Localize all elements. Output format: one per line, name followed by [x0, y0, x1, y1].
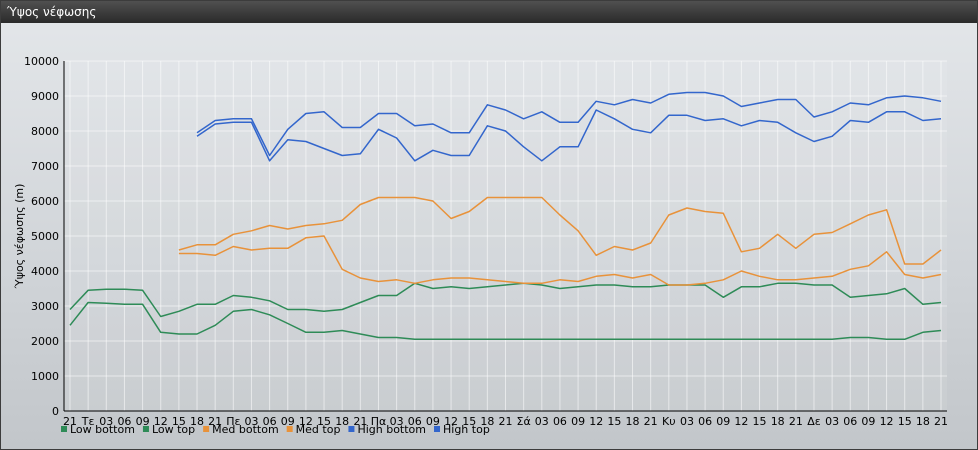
legend-label-med-bottom: Med bottom — [212, 423, 279, 436]
legend-swatch-high-bottom — [348, 426, 355, 432]
x-tick-label: 06 — [843, 415, 857, 428]
legend-swatch-med-top — [286, 426, 293, 432]
x-tick-label: 06 — [698, 415, 712, 428]
x-tick-label: 18 — [916, 415, 930, 428]
x-tick-label: 03 — [390, 415, 404, 428]
x-tick-label: 18 — [335, 415, 349, 428]
x-tick-label: 12 — [589, 415, 603, 428]
x-tick-label: 06 — [263, 415, 277, 428]
x-tick-label: 09 — [716, 415, 730, 428]
x-tick-label: 12 — [299, 415, 313, 428]
legend-label-high-top: High top — [443, 423, 490, 436]
x-tick-label: 15 — [462, 415, 476, 428]
x-tick-label: 15 — [607, 415, 621, 428]
y-tick-label: 7000 — [31, 160, 59, 173]
x-tick-label: 03 — [99, 415, 113, 428]
x-tick-label: 21 — [499, 415, 513, 428]
series-line-high-bottom — [196, 109, 942, 162]
legend-label-med-top: Med top — [296, 423, 341, 436]
x-tick-label: 21 — [789, 415, 803, 428]
x-tick-label: 06 — [117, 415, 131, 428]
series-line-low-top — [69, 282, 942, 318]
y-axis-label: Ύψος νέφωσης (m) — [13, 184, 26, 290]
x-tick-label: 09 — [281, 415, 295, 428]
x-tick-label: 12 — [734, 415, 748, 428]
cloud-height-chart: 21 Τε 03 06 09 12 15 18 21 Πε 03 06 09 12 15 18 21 Πα 03 06… — [13, 55, 948, 436]
legend-swatch-high-top — [434, 426, 440, 432]
x-tick-label: 21 — [208, 415, 222, 428]
y-tick-label: 10000 — [24, 55, 59, 68]
y-tick-label: 6000 — [31, 195, 59, 208]
legend-swatch-med-bottom — [203, 426, 210, 432]
x-tick-label: Τε — [81, 415, 95, 428]
title-bar: Ύψος νέφωσης — [1, 1, 977, 23]
series-line-low-bottom — [69, 301, 942, 341]
legend-label-low-top: Low top — [152, 423, 195, 436]
x-tick-label: Κυ — [662, 415, 676, 428]
x-tick-label: 15 — [172, 415, 186, 428]
x-tick-label: 15 — [753, 415, 767, 428]
legend-label-high-bottom: High bottom — [357, 423, 426, 436]
legend-swatch-low-bottom — [61, 426, 67, 432]
x-tick-label: 21 — [63, 415, 77, 428]
x-tick-label: 15 — [898, 415, 912, 428]
x-tick-label: 03 — [244, 415, 258, 428]
window-title: Ύψος νέφωσης — [7, 5, 97, 19]
series-line-med-bottom — [178, 235, 942, 286]
x-tick-label: 12 — [444, 415, 458, 428]
x-tick-label: 03 — [825, 415, 839, 428]
x-tick-label: 21 — [353, 415, 367, 428]
y-tick-label: 2000 — [31, 335, 59, 348]
x-tick-label: 09 — [861, 415, 875, 428]
y-tick-label: 9000 — [31, 90, 59, 103]
y-tick-label: 8000 — [31, 125, 59, 138]
x-tick-label: 21 — [644, 415, 658, 428]
x-tick-label: 06 — [553, 415, 567, 428]
x-tick-label: 03 — [680, 415, 694, 428]
legend-swatch-low-top — [142, 426, 149, 432]
x-tick-label: Πα — [371, 415, 387, 428]
x-tick-label: 18 — [480, 415, 494, 428]
x-tick-label: Δε — [807, 415, 821, 428]
x-tick-label: 18 — [771, 415, 785, 428]
legend-label-low-bottom: Low bottom — [70, 423, 135, 436]
x-tick-label: 18 — [190, 415, 204, 428]
x-tick-label: 18 — [626, 415, 640, 428]
x-tick-label: 03 — [535, 415, 549, 428]
x-tick-label: Σά — [517, 415, 531, 428]
y-tick-label: 0 — [52, 405, 59, 418]
x-tick-label: 15 — [317, 415, 331, 428]
x-tick-label: 21 — [934, 415, 948, 428]
y-tick-label: 1000 — [31, 370, 59, 383]
x-tick-label: 09 — [136, 415, 150, 428]
x-tick-label: 09 — [426, 415, 440, 428]
series-line-high-top — [196, 91, 942, 157]
x-tick-label: 12 — [154, 415, 168, 428]
x-tick-label: 12 — [880, 415, 894, 428]
x-tick-label: 09 — [571, 415, 585, 428]
y-tick-label: 3000 — [31, 300, 59, 313]
x-tick-label: Πε — [226, 415, 240, 428]
y-tick-label: 4000 — [31, 265, 59, 278]
x-tick-label: 06 — [408, 415, 422, 428]
y-tick-label: 5000 — [31, 230, 59, 243]
series-line-med-top — [178, 196, 942, 265]
